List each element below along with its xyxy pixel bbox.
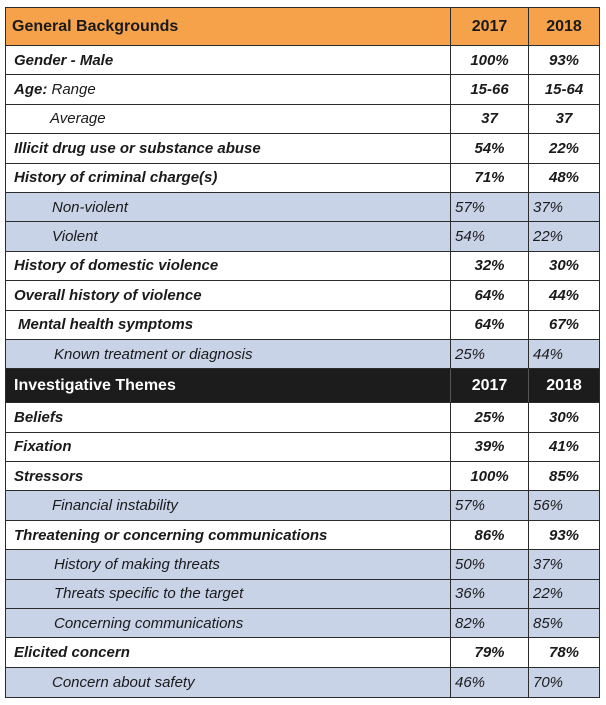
row-label: History of making threats: [6, 550, 451, 579]
row-label: Stressors: [6, 462, 451, 491]
value-2017: 32%: [451, 251, 529, 281]
column-header-2017: 2017: [451, 8, 529, 45]
table-subrow: Violent 54% 22%: [6, 222, 599, 252]
row-label: Age: Range: [6, 75, 451, 104]
general-backgrounds-header: General Backgrounds 2017 2018: [6, 8, 599, 46]
value-2017: 39%: [451, 432, 529, 462]
row-label: Fixation: [6, 432, 451, 462]
table-row: Age: Range 15-66 15-64: [6, 75, 599, 105]
column-header-2018: 2018: [546, 376, 582, 394]
value-2017: 37: [451, 104, 529, 134]
table-row: History of domestic violence 32% 30%: [6, 251, 599, 282]
value-2018: 37%: [533, 555, 564, 573]
investigative-themes-header: Investigative Themes 2017 2018: [6, 369, 599, 404]
value-2018: 30%: [548, 408, 580, 426]
table-subrow: Known treatment or diagnosis 25% 44%: [6, 339, 599, 370]
row-label: Threatening or concerning communications: [6, 520, 451, 550]
table-subrow: Concerning communications 82% 85%: [6, 609, 599, 639]
value-2017: 57%: [451, 491, 529, 520]
column-header-2018: 2018: [546, 17, 582, 35]
value-2018: 37%: [533, 198, 564, 216]
value-2018: 30%: [548, 257, 580, 275]
value-2018: 37: [555, 110, 573, 128]
section-title: Investigative Themes: [6, 369, 451, 403]
table-row: Overall history of violence 64% 44%: [6, 281, 599, 311]
table-row: Gender - Male 100% 93%: [6, 46, 599, 76]
table-subrow: Concern about safety 46% 70%: [6, 667, 599, 698]
value-2017: 25%: [451, 339, 529, 369]
row-label: History of domestic violence: [6, 251, 451, 281]
stats-table: General Backgrounds 2017 2018 Gender - M…: [5, 7, 600, 699]
row-label: Illicit drug use or substance abuse: [6, 134, 451, 163]
value-2017: 82%: [451, 609, 529, 638]
value-2018: 44%: [548, 286, 580, 304]
value-2018: 93%: [548, 51, 580, 69]
row-label: Concern about safety: [6, 667, 451, 698]
value-2017: 54%: [451, 134, 529, 163]
table-row: Illicit drug use or substance abuse 54% …: [6, 134, 599, 164]
row-label: Beliefs: [6, 403, 451, 432]
value-2018: 93%: [548, 526, 580, 544]
table-row: Elicited concern 79% 78%: [6, 638, 599, 668]
value-2018: 67%: [548, 316, 580, 334]
row-label: Overall history of violence: [6, 281, 451, 310]
value-2017: 15-66: [451, 75, 529, 104]
table-row: Average 37 37: [6, 104, 599, 135]
table-subrow: History of making threats 50% 37%: [6, 550, 599, 580]
row-label: Threats specific to the target: [6, 579, 451, 609]
table-row: Beliefs 25% 30%: [6, 403, 599, 433]
value-2018: 85%: [548, 467, 580, 485]
value-2018: 15-64: [544, 81, 584, 99]
value-2017: 100%: [451, 46, 529, 75]
table-subrow: Threats specific to the target 36% 22%: [6, 579, 599, 610]
value-2018: 41%: [548, 438, 580, 456]
row-label: Gender - Male: [6, 46, 451, 75]
value-2018: 70%: [533, 674, 564, 691]
value-2017: 46%: [451, 667, 529, 698]
value-2017: 100%: [451, 462, 529, 491]
row-label-rest: Range: [47, 81, 96, 99]
value-2018: 22%: [533, 585, 564, 603]
table-row: Stressors 100% 85%: [6, 462, 599, 492]
value-2018: 78%: [548, 644, 580, 662]
row-label: History of criminal charge(s): [6, 163, 451, 192]
table-row: Mental health symptoms 64% 67%: [6, 310, 599, 340]
value-2017: 79%: [451, 638, 529, 667]
value-2018: 85%: [533, 614, 564, 632]
row-label: Non-violent: [6, 192, 451, 222]
value-2017: 50%: [451, 550, 529, 579]
table-row: Fixation 39% 41%: [6, 432, 599, 463]
value-2017: 71%: [451, 163, 529, 192]
column-header-2017: 2017: [451, 369, 529, 403]
table-subrow: Financial instability 57% 56%: [6, 491, 599, 521]
table-row: Threatening or concerning communications…: [6, 520, 599, 551]
value-2018: 22%: [533, 228, 564, 246]
table-row: History of criminal charge(s) 71% 48%: [6, 163, 599, 193]
row-label: Concerning communications: [6, 609, 451, 638]
value-2017: 54%: [451, 222, 529, 251]
row-label: Elicited concern: [6, 638, 451, 667]
value-2018: 56%: [533, 497, 564, 515]
value-2017: 25%: [451, 403, 529, 432]
row-label: Financial instability: [6, 491, 451, 520]
value-2018: 22%: [548, 139, 580, 157]
value-2018: 48%: [548, 169, 580, 187]
value-2017: 86%: [451, 520, 529, 550]
row-label: Average: [6, 104, 451, 134]
table-subrow: Non-violent 57% 37%: [6, 192, 599, 223]
row-label: Known treatment or diagnosis: [6, 339, 451, 369]
row-label-lead: Age:: [14, 81, 48, 99]
row-label: Mental health symptoms: [6, 310, 451, 339]
value-2017: 57%: [451, 192, 529, 222]
value-2017: 64%: [451, 281, 529, 310]
row-label: Violent: [6, 222, 451, 251]
value-2017: 36%: [451, 579, 529, 609]
value-2017: 64%: [451, 310, 529, 339]
value-2018: 44%: [533, 345, 564, 363]
section-title: General Backgrounds: [6, 8, 451, 45]
